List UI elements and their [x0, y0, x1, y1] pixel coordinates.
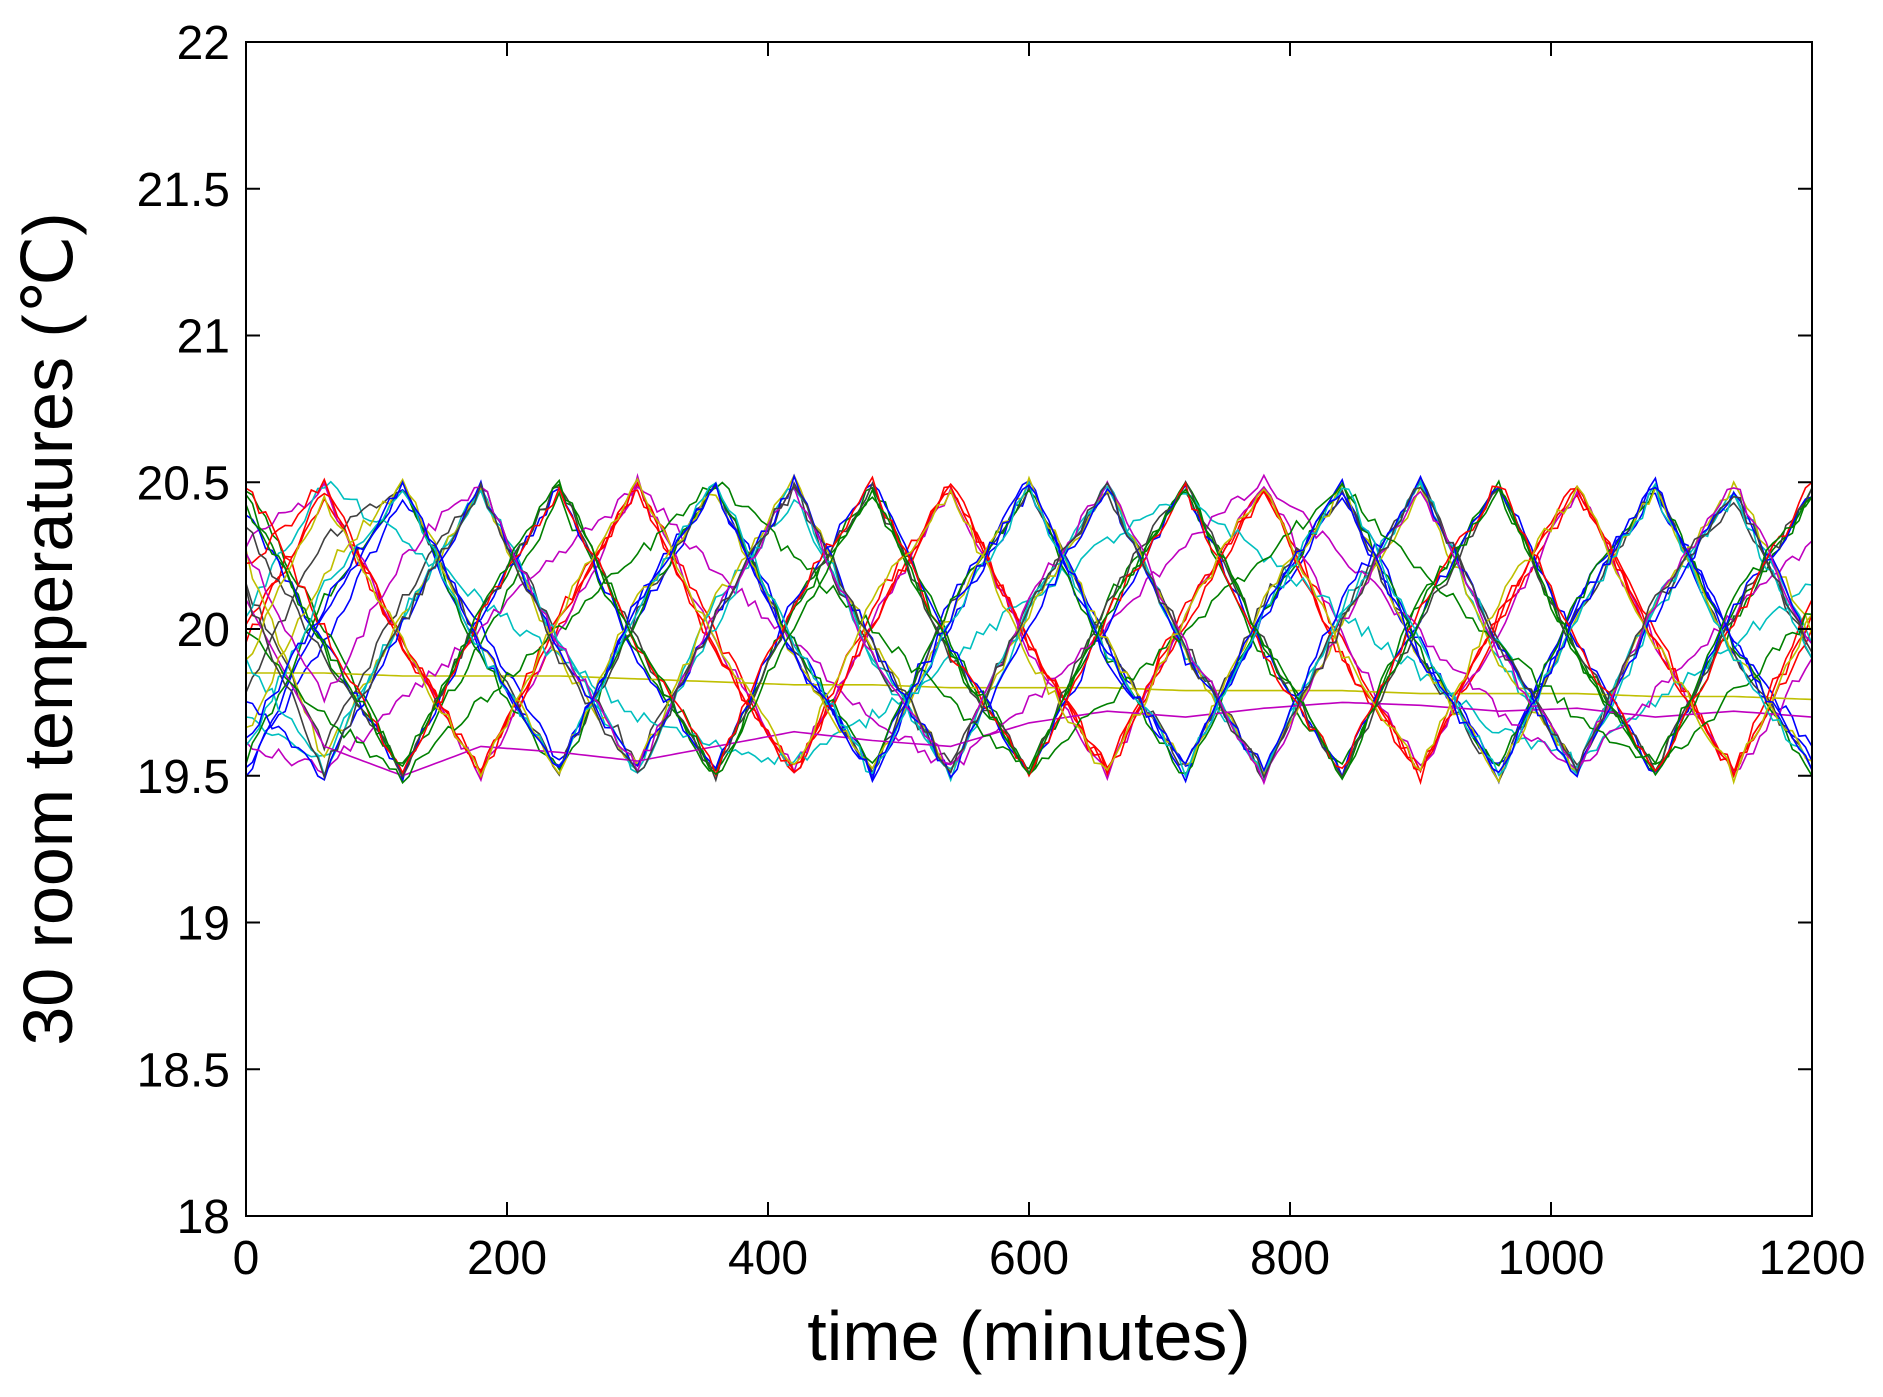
series-line-14 [245, 483, 1813, 784]
series-line-20 [245, 475, 1813, 784]
series-line-3 [245, 475, 1813, 776]
label-layer: 0 200 400 600 800 1000 1200 18 18.5 19 19.5 20 20.5 2… [137, 17, 1866, 1285]
series-line-21 [245, 480, 1813, 783]
series-layer [245, 472, 1813, 786]
series-line-30 [245, 483, 1813, 781]
series-line-16 [245, 479, 1813, 777]
x-axis-label: time (minutes) [807, 1297, 1250, 1375]
series-line-2 [245, 479, 1813, 781]
y-tick-label: 22 [177, 17, 230, 70]
series-line-15 [245, 482, 1813, 784]
plot-frame [245, 41, 1813, 1217]
x-tick-label: 400 [728, 1232, 808, 1285]
series-line-19 [245, 599, 1813, 777]
series-line-7 [245, 475, 1813, 784]
series-line-29 [245, 480, 1813, 783]
y-tick-label: 21.5 [137, 164, 230, 217]
series-line-27 [245, 477, 1813, 785]
x-tick-label: 0 [233, 1232, 260, 1285]
x-tick-label: 1000 [1498, 1232, 1605, 1285]
series-line-8 [245, 477, 1813, 785]
series-line-28 [245, 481, 1813, 780]
y-tick-label: 20 [177, 604, 230, 657]
tick-layer [245, 41, 1813, 1217]
y-tick-label: 19 [177, 898, 230, 951]
series-line-10 [245, 481, 1813, 774]
series-line-12 [245, 473, 1813, 775]
series-line-1 [245, 476, 1813, 784]
series-line-4 [245, 479, 1813, 783]
x-tick-label: 200 [467, 1232, 547, 1285]
x-tick-label: 600 [989, 1232, 1069, 1285]
y-tick-label: 21 [177, 311, 230, 364]
series-line-26 [245, 480, 1813, 786]
y-tick-label: 20.5 [137, 457, 230, 510]
series-line-6 [246, 672, 1813, 701]
x-tick-label: 1200 [1759, 1232, 1866, 1285]
series-line-17 [245, 477, 1813, 786]
series-line-18 [245, 482, 1813, 781]
x-tick-label: 800 [1250, 1232, 1330, 1285]
y-axis-label: 30 room temperatures (℃) [9, 212, 87, 1045]
series-line-13 [245, 473, 1813, 776]
y-tick-label: 18 [177, 1191, 230, 1244]
y-tick-label: 19.5 [137, 751, 230, 804]
series-line-23 [245, 481, 1813, 785]
series-line-25 [245, 480, 1813, 779]
y-tick-label: 18.5 [137, 1044, 230, 1097]
